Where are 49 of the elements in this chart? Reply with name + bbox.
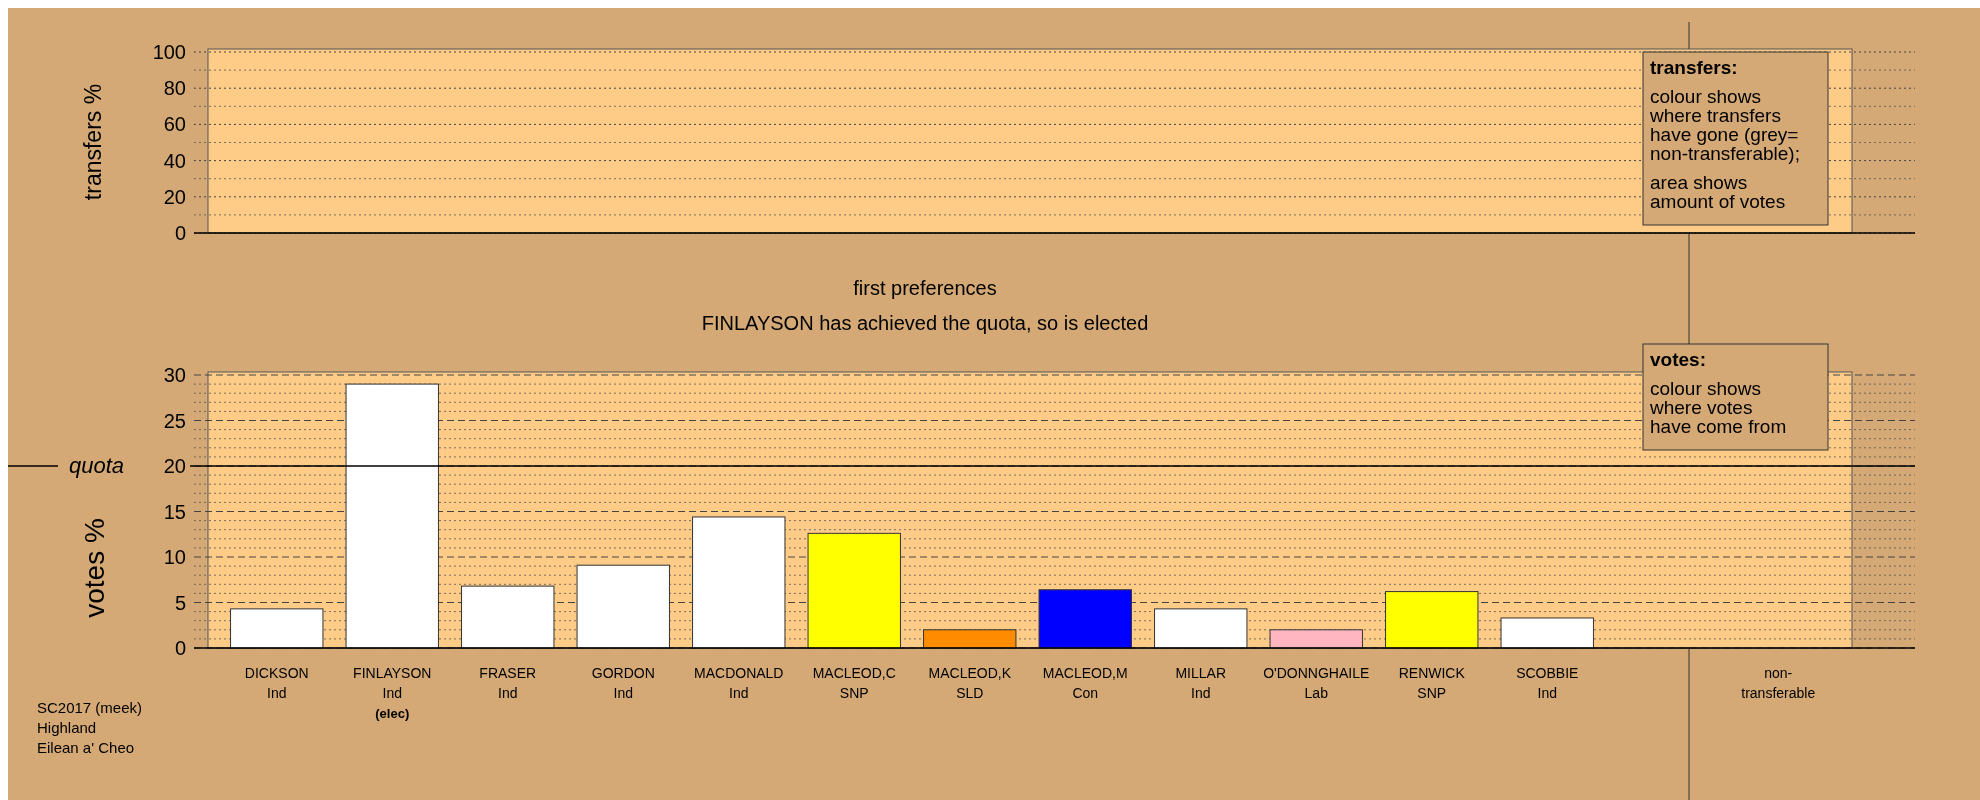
x-tick-label: MACLEOD,M Con xyxy=(1042,665,1128,701)
bar xyxy=(230,608,324,649)
ref-line-label: quota xyxy=(68,453,124,478)
y-tick-label: 10 xyxy=(163,546,186,568)
x-tick-label: DICKSON Ind xyxy=(244,665,309,701)
bar xyxy=(807,532,901,649)
text: SC2017 (meek) Highland Eilean a' Cheo xyxy=(37,699,143,756)
annotation: colour shows where transfers have gone (grey= non-transferable); xyxy=(1649,86,1800,164)
text: votes: xyxy=(1650,349,1706,370)
y-axis-title: transfers % xyxy=(80,83,106,201)
y-tick-label: 40 xyxy=(163,149,186,172)
y-tick-label: 5 xyxy=(174,591,186,614)
bar xyxy=(1269,629,1363,649)
bar xyxy=(345,383,439,649)
bar xyxy=(1038,589,1132,649)
y-tick-label: 25 xyxy=(163,409,186,432)
annotation: colour shows where votes have come from xyxy=(1649,378,1787,437)
x-tick-label: MACLEOD,K SLD xyxy=(928,665,1012,701)
y-tick-label: 100 xyxy=(152,41,186,63)
x-tick-label: GORDON Ind xyxy=(591,665,655,701)
bar xyxy=(576,564,670,649)
y-tick-label: 30 xyxy=(163,364,186,386)
bar xyxy=(1385,591,1479,649)
bar xyxy=(692,516,786,649)
y-tick-label: 0 xyxy=(174,222,186,244)
y-tick-label: 20 xyxy=(163,455,186,477)
y-axis-title: votes % xyxy=(79,518,110,618)
x-tick-label: FINLAYSON Ind (elec) xyxy=(353,665,432,721)
chart-title: first preferences xyxy=(853,277,997,299)
annotation: area shows amount of votes xyxy=(1650,172,1786,212)
y-tick-label: 15 xyxy=(163,500,186,523)
y-tick-label: 20 xyxy=(163,185,186,208)
x-tick-label: FRASER Ind xyxy=(479,665,537,701)
x-tick-label: SCOBBIE Ind xyxy=(1516,665,1579,701)
x-tick-label: O'DONNGHAILE Lab xyxy=(1263,665,1370,701)
x-tick-label: RENWICK SNP xyxy=(1398,665,1466,701)
x-tick-label: MACLEOD,C SNP xyxy=(812,665,896,701)
x-tick-label: MACDONALD Ind xyxy=(694,665,784,701)
y-tick-label: 0 xyxy=(174,637,186,659)
x-tick-label: non- transferable xyxy=(1741,665,1816,701)
bar xyxy=(1154,608,1248,649)
y-tick-label: 80 xyxy=(163,77,186,100)
annotation: transfers: xyxy=(1650,57,1738,78)
bar xyxy=(1500,617,1594,649)
bar xyxy=(461,585,555,649)
y-tick-label: 60 xyxy=(163,113,186,136)
bar xyxy=(923,629,1017,649)
x-tick-label: MILLAR Ind xyxy=(1175,665,1227,701)
chart-subtitle: FINLAYSON has achieved the quota, so is elected xyxy=(701,312,1149,334)
